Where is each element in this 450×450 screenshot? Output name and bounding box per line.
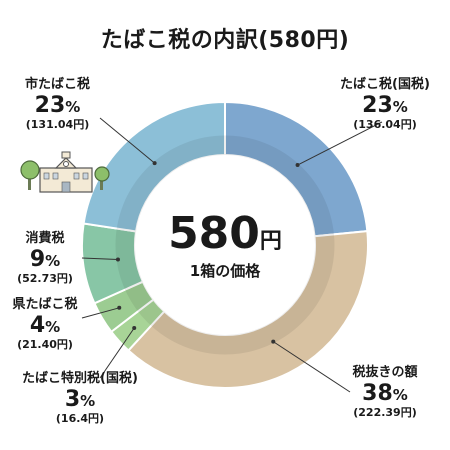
leader-line-3 <box>81 307 120 319</box>
label-city-tobacco-tax: 市たばこ税 23% (131.04円) <box>0 78 115 130</box>
label-amount: (21.40円) <box>17 337 73 351</box>
donut-hole <box>135 155 315 335</box>
leader-dot-1 <box>271 339 276 344</box>
label-name: たばこ特別税(国税) <box>22 371 138 386</box>
label-name: たばこ税(国税) <box>340 77 430 92</box>
label-tobacco-special-tax: たばこ特別税(国税) 3% (16.4円) <box>10 372 150 424</box>
label-consumption-tax: 消費税 9% (52.73円) <box>0 232 90 284</box>
leader-dot-4 <box>115 257 120 262</box>
tree-icon <box>20 160 40 190</box>
label-name: 消費税 <box>25 231 65 246</box>
label-pre-tax-amount: 税抜きの額 38% (222.39円) <box>325 366 445 418</box>
label-amount: (136.04円) <box>353 117 417 131</box>
label-percent: 23% <box>362 92 408 118</box>
label-name: 市たばこ税 <box>24 77 90 92</box>
leader-dot-3 <box>117 305 122 310</box>
leader-lines <box>81 117 383 393</box>
tree-icon <box>94 166 110 190</box>
label-percent: 9% <box>29 246 61 272</box>
label-name: 県たばこ税 <box>12 297 78 312</box>
donut-center: 580円 1箱の価格 <box>150 212 300 281</box>
leader-dot-2 <box>132 325 137 330</box>
inner-ring <box>115 135 335 355</box>
center-caption: 1箱の価格 <box>189 262 261 280</box>
town-hall-icon <box>20 151 110 193</box>
leader-line-5 <box>99 117 155 164</box>
label-amount: (222.39円) <box>353 405 417 419</box>
leader-dot-0 <box>295 163 300 168</box>
label-tobacco-tax-national: たばこ税(国税) 23% (136.04円) <box>320 78 450 130</box>
leader-line-0 <box>297 121 383 166</box>
label-percent: 38% <box>362 380 408 406</box>
label-percent: 4% <box>29 312 61 338</box>
center-total: 580円 <box>168 208 282 259</box>
label-amount: (52.73円) <box>17 271 73 285</box>
label-name: 税抜きの額 <box>352 365 418 380</box>
label-prefectural-tobacco-tax: 県たばこ税 4% (21.40円) <box>0 298 90 350</box>
chart-title: たばこ税の内訳(580円) <box>100 28 350 53</box>
label-percent: 23% <box>34 92 81 118</box>
inner-shade-ring <box>115 135 335 355</box>
leader-line-1 <box>272 341 351 393</box>
label-percent: 3% <box>64 386 96 412</box>
donut-segments <box>81 100 369 389</box>
leader-line-4 <box>81 257 118 260</box>
label-amount: (16.4円) <box>55 411 105 425</box>
leader-dot-5 <box>152 161 157 166</box>
leader-line-2 <box>99 327 135 379</box>
label-amount: (131.04円) <box>25 117 90 131</box>
